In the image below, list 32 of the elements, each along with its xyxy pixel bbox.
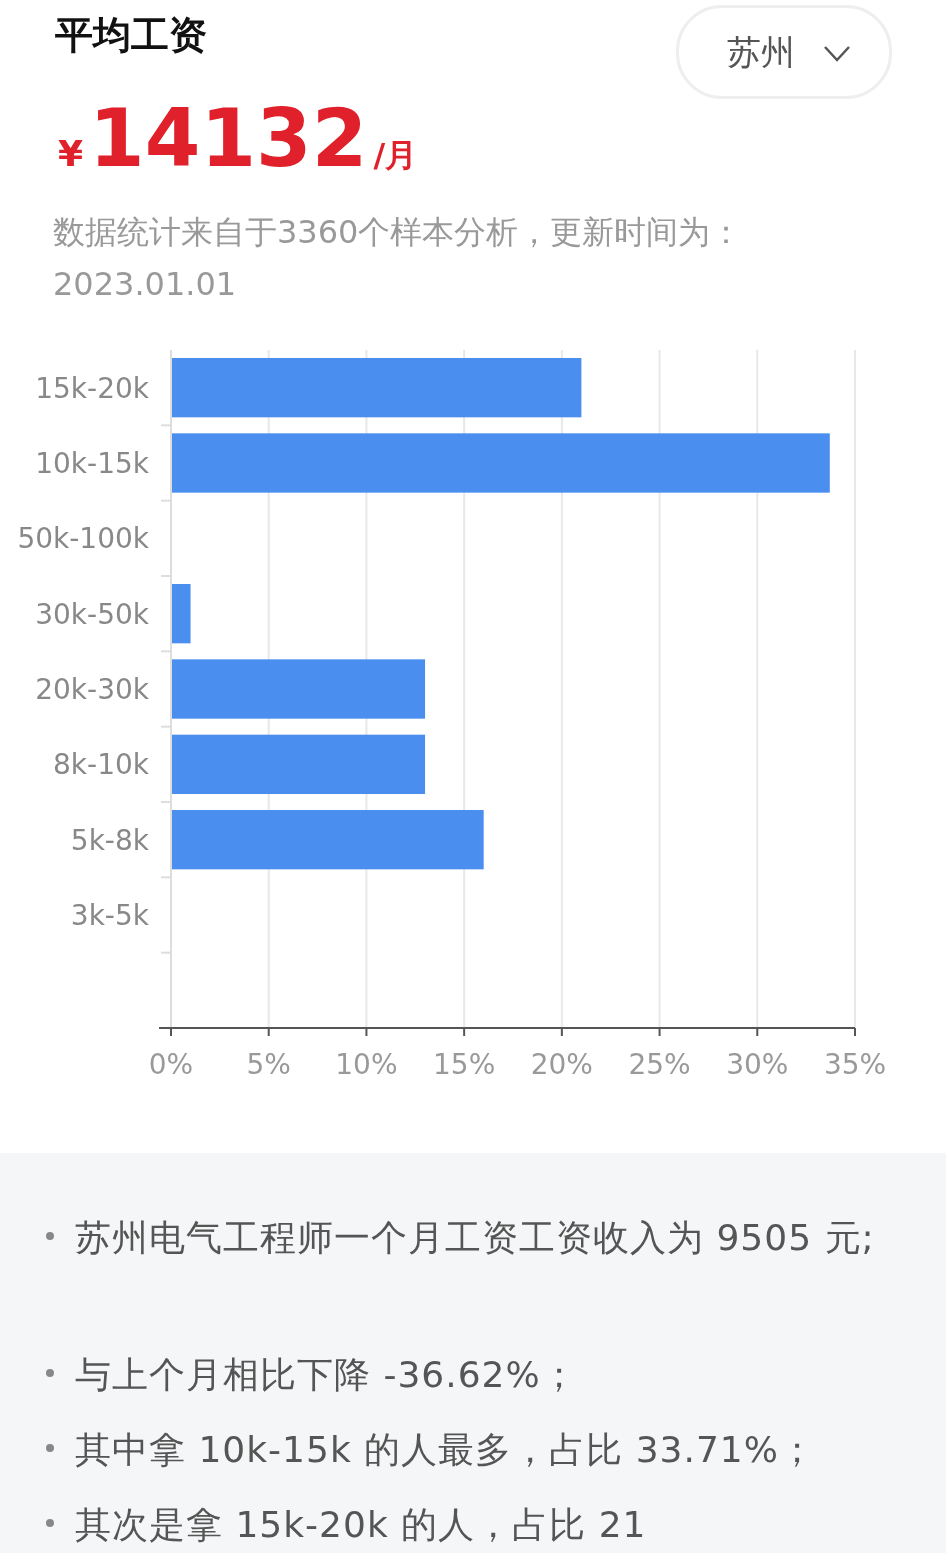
x-tick-label: 5% bbox=[246, 1048, 291, 1081]
y-tick-label: 5k-8k bbox=[70, 823, 150, 857]
y-tick-label: 8k-10k bbox=[53, 748, 150, 782]
y-tick-label: 3k-5k bbox=[70, 899, 150, 932]
text: 数据统计来自于3360个样本分析，更新时间为：2023.01.01 bbox=[53, 212, 744, 305]
text: 其次是拿 15k-20k 的人，占比 21 bbox=[75, 1503, 648, 1547]
control-city-select: 苏州 bbox=[676, 5, 892, 99]
bar bbox=[171, 358, 582, 418]
x-tick-label: 15% bbox=[433, 1048, 496, 1081]
text: 与上个月相比下降 -36.62%； bbox=[75, 1353, 579, 1397]
x-tick-label: 20% bbox=[530, 1048, 593, 1081]
y-tick-label: 20k-30k bbox=[35, 673, 150, 706]
x-tick-label: 10% bbox=[335, 1048, 398, 1081]
x-tick-label: 30% bbox=[726, 1048, 789, 1081]
y-tick-label: 10k-15k bbox=[35, 447, 150, 480]
text: 14132 bbox=[89, 92, 368, 185]
text: ¥ bbox=[58, 133, 84, 174]
bar bbox=[171, 734, 426, 794]
x-tick-label: 35% bbox=[823, 1048, 887, 1081]
y-tick-label: 30k-50k bbox=[35, 597, 150, 631]
y-tick-label: 15k-20k bbox=[35, 371, 150, 405]
x-tick-label: 25% bbox=[628, 1048, 691, 1081]
bar bbox=[171, 433, 830, 493]
chart-title: 平均工资 bbox=[55, 12, 207, 59]
text: /月 bbox=[373, 135, 418, 176]
bar bbox=[171, 659, 426, 719]
bar bbox=[171, 584, 191, 644]
bar bbox=[171, 810, 484, 870]
text: 苏州电气工程师一个月工资工资收入为 9505 元; bbox=[75, 1216, 876, 1260]
y-tick-label: 50k-100k bbox=[17, 522, 150, 556]
text: 其中拿 10k-15k 的人最多，占比 33.71%； bbox=[75, 1428, 817, 1472]
x-tick-label: 0% bbox=[148, 1048, 194, 1081]
